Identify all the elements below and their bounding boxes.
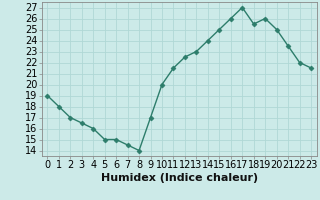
X-axis label: Humidex (Indice chaleur): Humidex (Indice chaleur) bbox=[100, 173, 258, 183]
